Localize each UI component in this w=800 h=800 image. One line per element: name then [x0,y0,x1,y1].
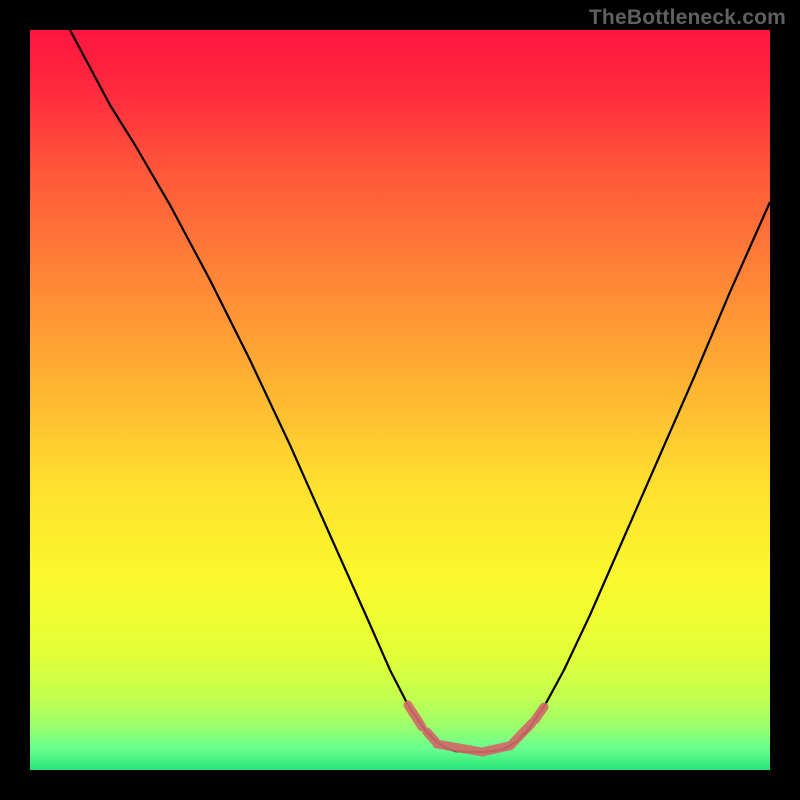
dip-mark [427,732,435,741]
watermark-text: TheBottleneck.com [589,6,786,30]
dip-mark [482,746,509,752]
chart-frame: TheBottleneck.com [0,0,800,800]
plot-area [30,30,770,770]
bottleneck-chart [30,30,770,770]
chart-background [30,30,770,770]
